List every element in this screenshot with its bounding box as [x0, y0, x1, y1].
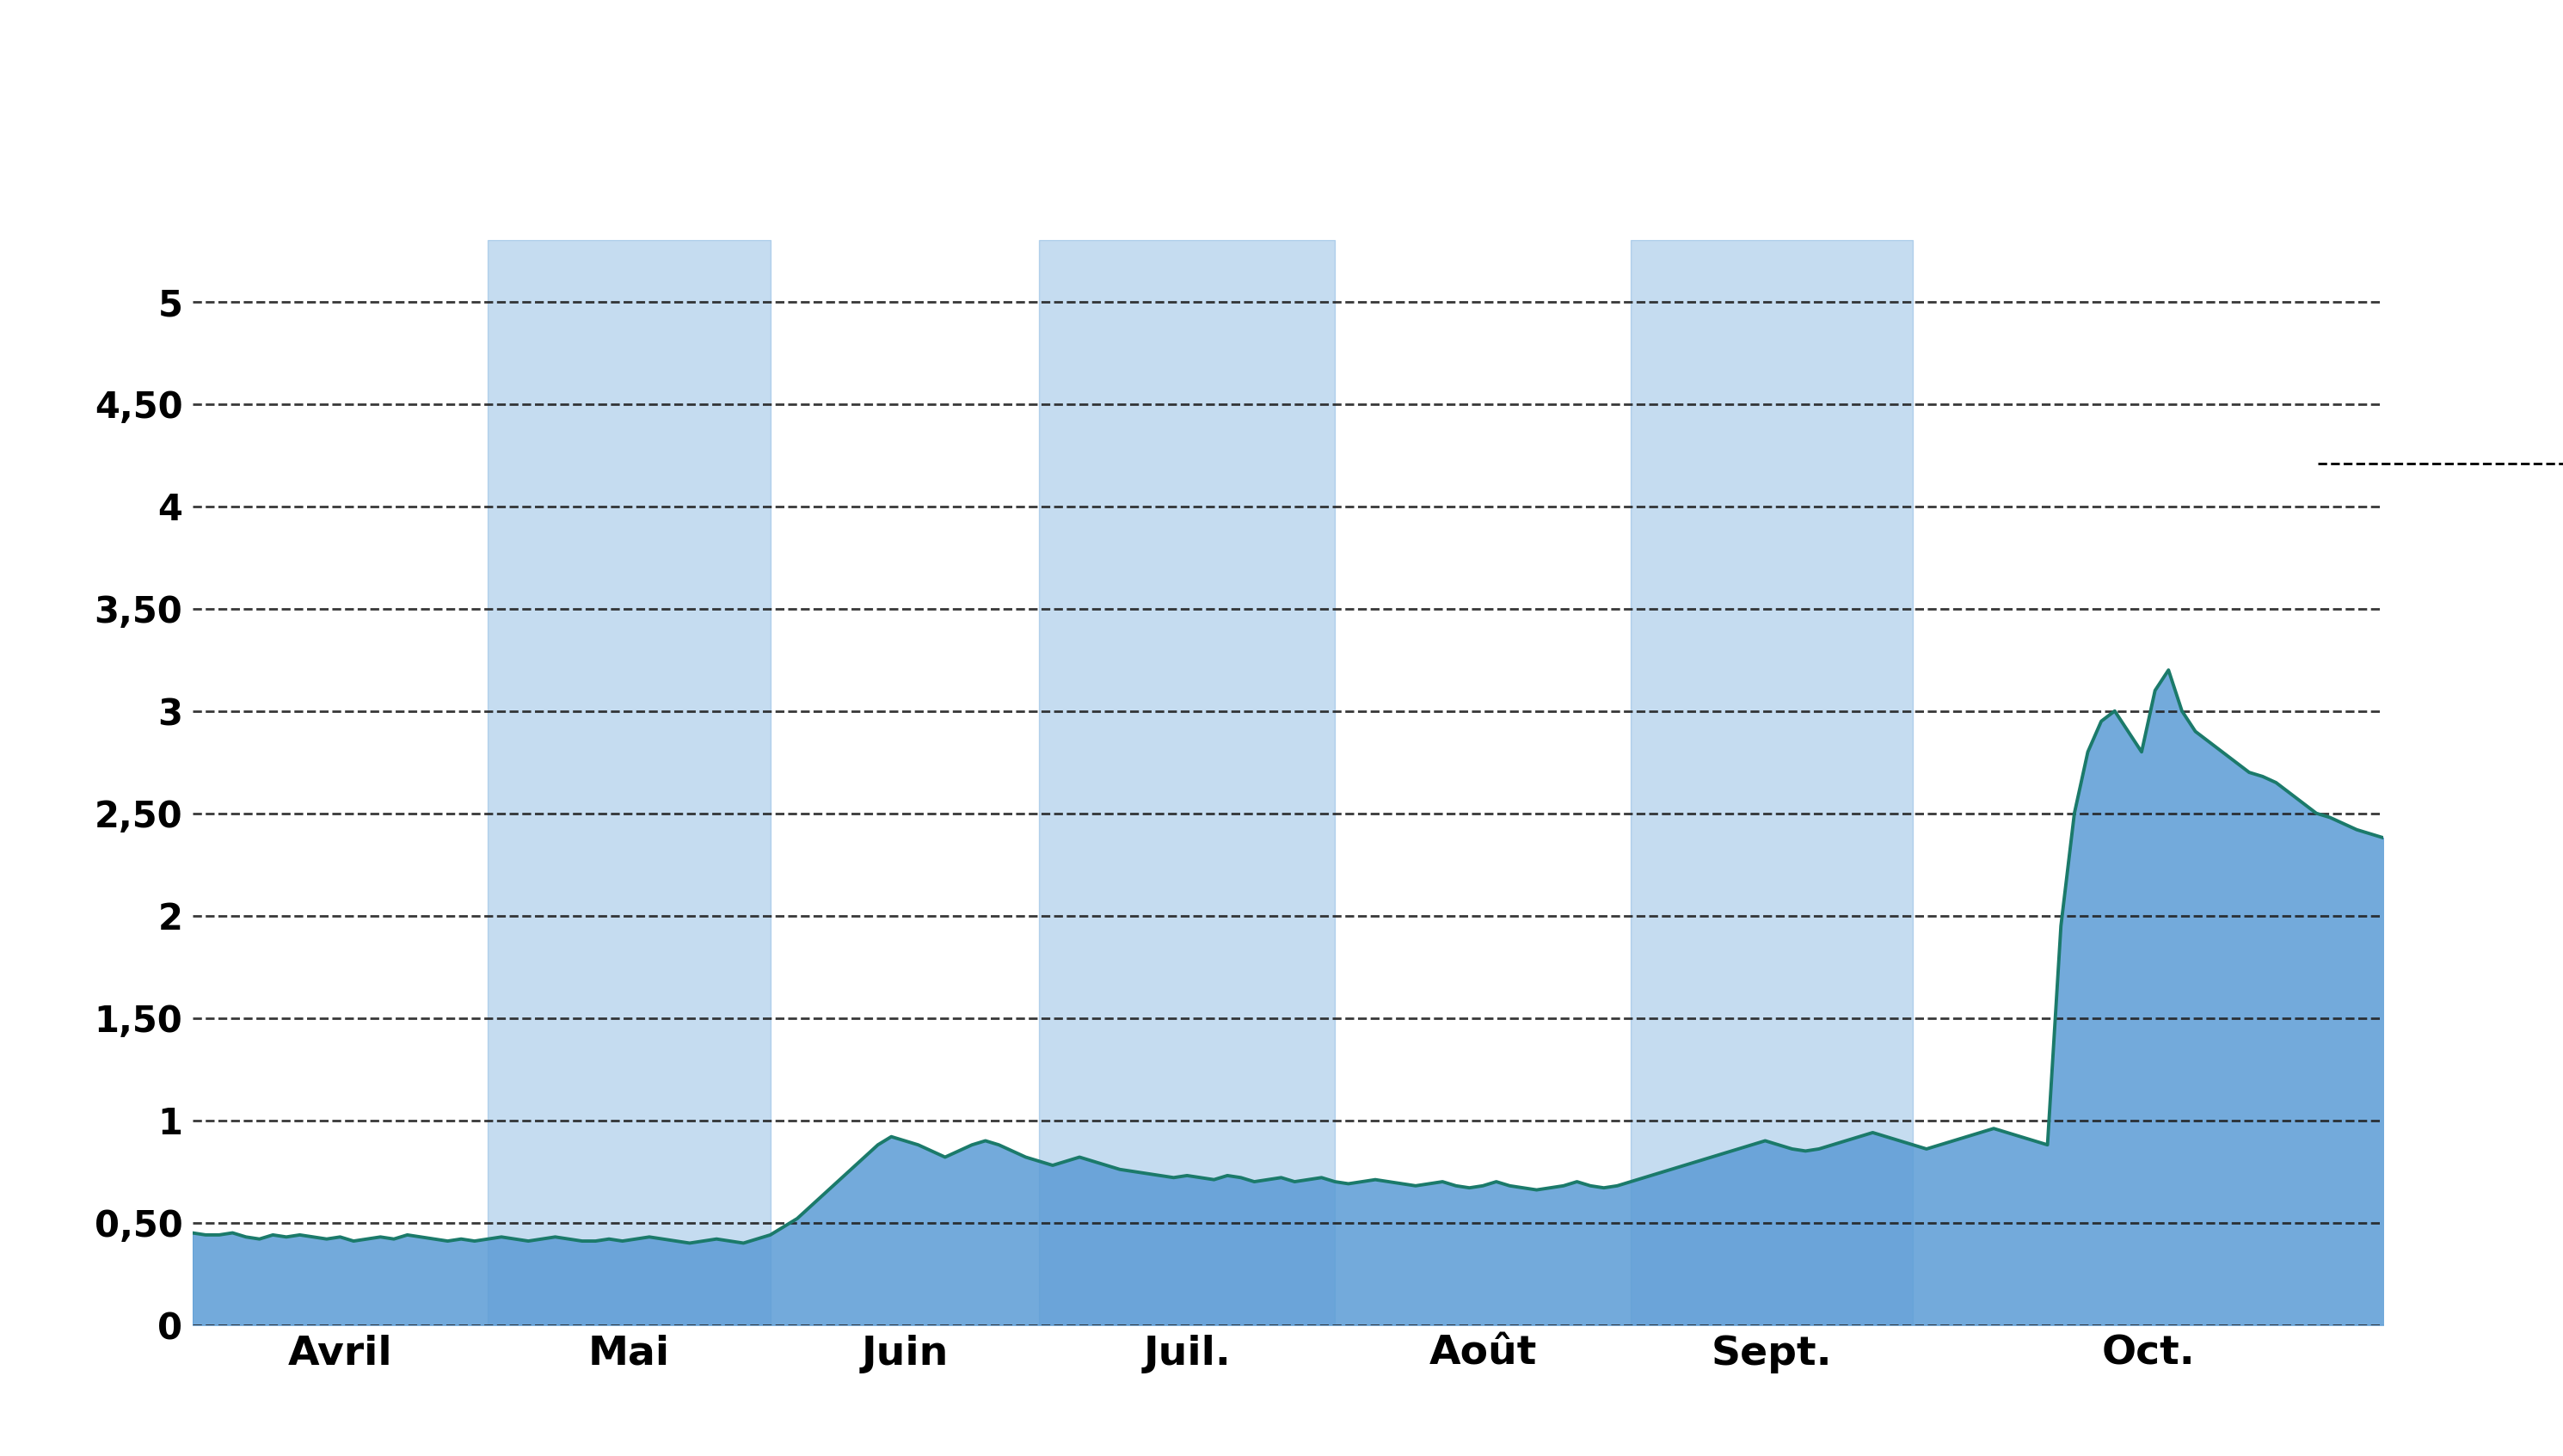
Text: A2Z Smart Technologies Corp.: A2Z Smart Technologies Corp.	[472, 38, 2091, 130]
Bar	[1630, 240, 1912, 1325]
Bar	[487, 240, 771, 1325]
Bar	[1038, 240, 1335, 1325]
